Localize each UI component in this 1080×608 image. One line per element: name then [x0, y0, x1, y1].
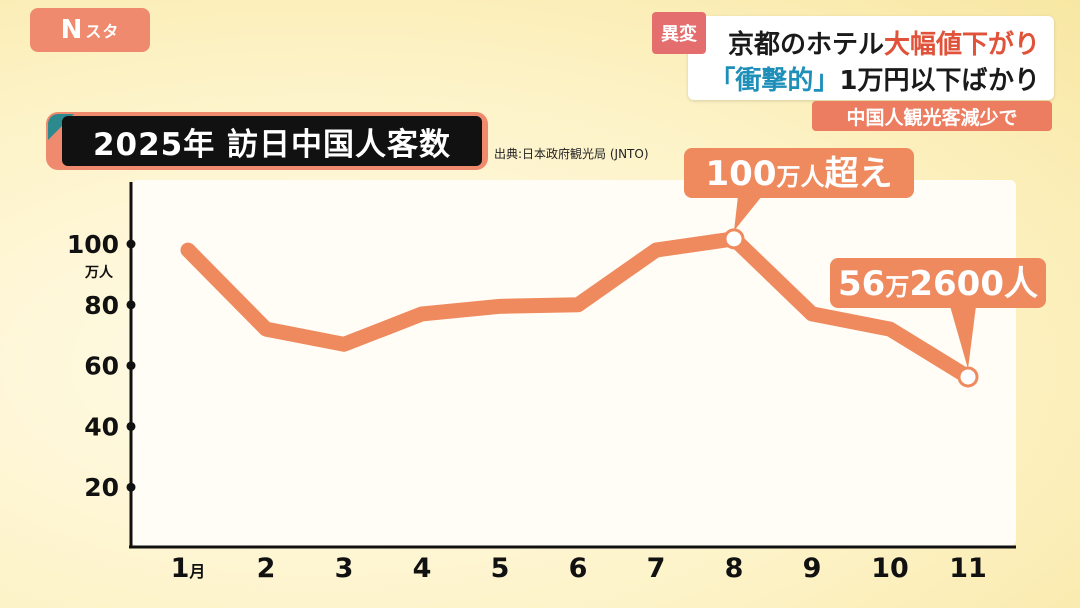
x-tick-label: 11 [949, 553, 987, 584]
callout-box [684, 148, 914, 198]
logo-main: N [60, 15, 84, 45]
y-tick-label: 40 [84, 412, 119, 441]
y-tick-mark [126, 361, 136, 371]
y-tick-mark [126, 482, 136, 492]
callout-pointer [734, 196, 762, 231]
headline-line-1b: 大幅値下がり [883, 30, 1040, 60]
y-tick-mark [126, 421, 136, 431]
headline-line-2a: 「衝撃的」 [709, 66, 840, 96]
y-tick-mark [126, 300, 136, 310]
series-line [180, 231, 976, 385]
x-tick-label: 9 [803, 553, 822, 584]
headline-badge: 異変 [652, 12, 706, 54]
callout-label: 56万2600人 [838, 264, 1038, 304]
x-tick-label: 4 [413, 553, 432, 584]
x-tick-label: 7 [647, 553, 666, 584]
plot-area [132, 180, 1016, 546]
headline-line-1: 京都のホテル大幅値下がり [728, 24, 1040, 61]
x-tick-label: 8 [725, 553, 744, 584]
headline-line-2b: 1万円以下ばかり [839, 66, 1040, 96]
data-point-marker [957, 366, 979, 388]
y-tick-label: 60 [84, 352, 119, 381]
data-point-marker [723, 228, 745, 250]
y-tick-label: 100 [67, 230, 119, 259]
callout-pointer [950, 306, 976, 369]
x-tick-label: 6 [569, 553, 588, 584]
y-unit-label: 万人 [84, 264, 114, 281]
headline-line-1a: 京都のホテル [727, 30, 884, 60]
x-tick-label: 3 [335, 553, 354, 584]
x-tick-label: 5 [491, 553, 510, 584]
callout-box [830, 258, 1046, 308]
headline-line-2: 「衝撃的」1万円以下ばかり [709, 60, 1040, 97]
chart-title: 2025年 訪日中国人客数 [62, 116, 482, 166]
y-tick-mark [126, 239, 136, 249]
y-tick-label: 20 [84, 473, 119, 502]
x-tick-label: 10 [871, 553, 909, 584]
chart-source: 出典:日本政府観光局 (JNTO) [494, 147, 649, 161]
subheadline: 中国人観光客減少で [812, 101, 1052, 131]
channel-logo: N スタ [30, 8, 150, 52]
logo-sub: スタ [85, 22, 120, 41]
callout-label: 100万人超え [706, 154, 893, 194]
headline-box: 京都のホテル大幅値下がり 「衝撃的」1万円以下ばかり [688, 16, 1054, 100]
x-tick-label: 2 [257, 553, 276, 584]
y-tick-label: 80 [84, 291, 119, 320]
x-tick-label: 1月 [171, 553, 206, 584]
